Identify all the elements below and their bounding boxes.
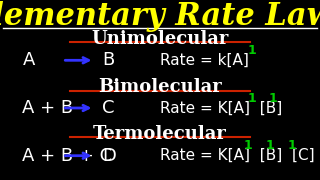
- Text: Rate = k[A]: Rate = k[A]: [160, 53, 249, 68]
- Text: Unimolecular: Unimolecular: [91, 30, 229, 48]
- Text: Rate = K[A]  [B]: Rate = K[A] [B]: [160, 100, 282, 116]
- Text: 1: 1: [288, 139, 297, 152]
- Text: 1: 1: [248, 92, 257, 105]
- Text: A + B + C: A + B + C: [22, 147, 113, 165]
- Text: D: D: [102, 147, 116, 165]
- Text: 1: 1: [248, 44, 257, 57]
- Text: A + B: A + B: [22, 99, 74, 117]
- Text: A: A: [22, 51, 35, 69]
- Text: 1: 1: [269, 92, 277, 105]
- Text: Termolecular: Termolecular: [93, 125, 227, 143]
- Text: Rate = K[A]  [B]  [C]: Rate = K[A] [B] [C]: [160, 148, 315, 163]
- Text: 1: 1: [266, 139, 274, 152]
- Text: Elementary Rate Laws: Elementary Rate Laws: [0, 1, 320, 32]
- Text: B: B: [102, 51, 115, 69]
- Text: 1: 1: [243, 139, 252, 152]
- Text: Bimolecular: Bimolecular: [98, 78, 222, 96]
- Text: C: C: [102, 99, 115, 117]
